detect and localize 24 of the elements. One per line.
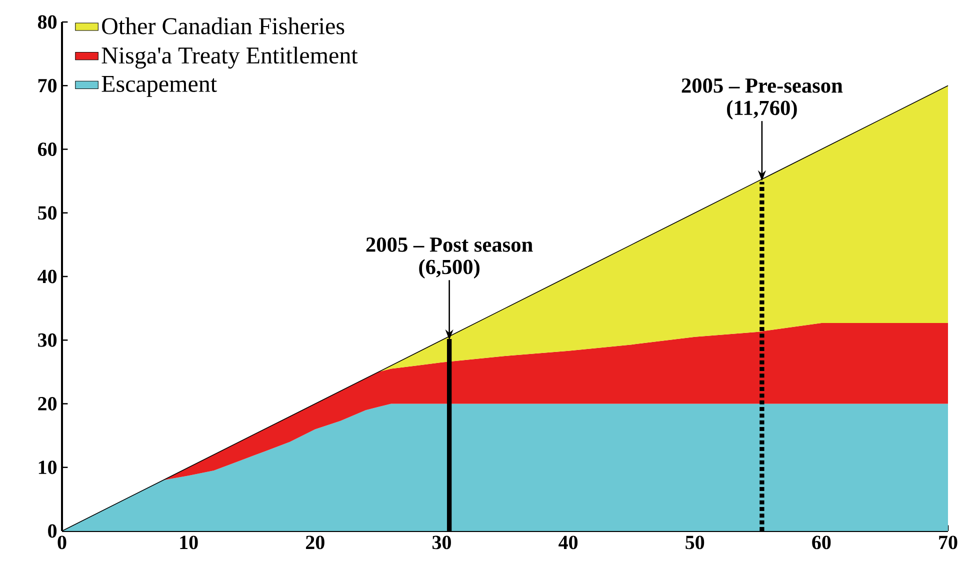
- y-tick-label: 30: [38, 333, 57, 347]
- x-tick-label: 50: [686, 536, 704, 550]
- annotation: (6,500): [419, 259, 480, 279]
- y-tick-label: 60: [38, 142, 57, 156]
- x-tick-label: 60: [812, 536, 831, 550]
- x-tick-label: 70: [939, 536, 958, 550]
- x-tick-label: 40: [558, 536, 578, 550]
- x-tick-label: 20: [306, 536, 324, 550]
- y-tick-label: 40: [38, 270, 57, 284]
- legend-label: Nisga'a Treaty Entitlement: [102, 46, 358, 69]
- y-tick-label: 20: [38, 396, 57, 410]
- annotation: (11,760): [727, 100, 797, 120]
- x-tick-label: 30: [432, 536, 451, 550]
- y-tick-label: 70: [38, 78, 57, 92]
- annotation: 2005 – Post season: [366, 237, 533, 252]
- legend-label: Escapement: [102, 76, 217, 97]
- y-tick-label: 80: [38, 15, 57, 29]
- x-tick-label: 0: [58, 536, 66, 550]
- y-tick-label: 0: [48, 524, 57, 538]
- annotation: 2005 – Pre-season: [682, 78, 843, 93]
- x-tick-label: 10: [180, 536, 198, 550]
- y-tick-label: 10: [38, 460, 57, 474]
- y-tick-label: 50: [38, 206, 57, 220]
- legend-label: Other Canadian Fisheries: [102, 17, 344, 34]
